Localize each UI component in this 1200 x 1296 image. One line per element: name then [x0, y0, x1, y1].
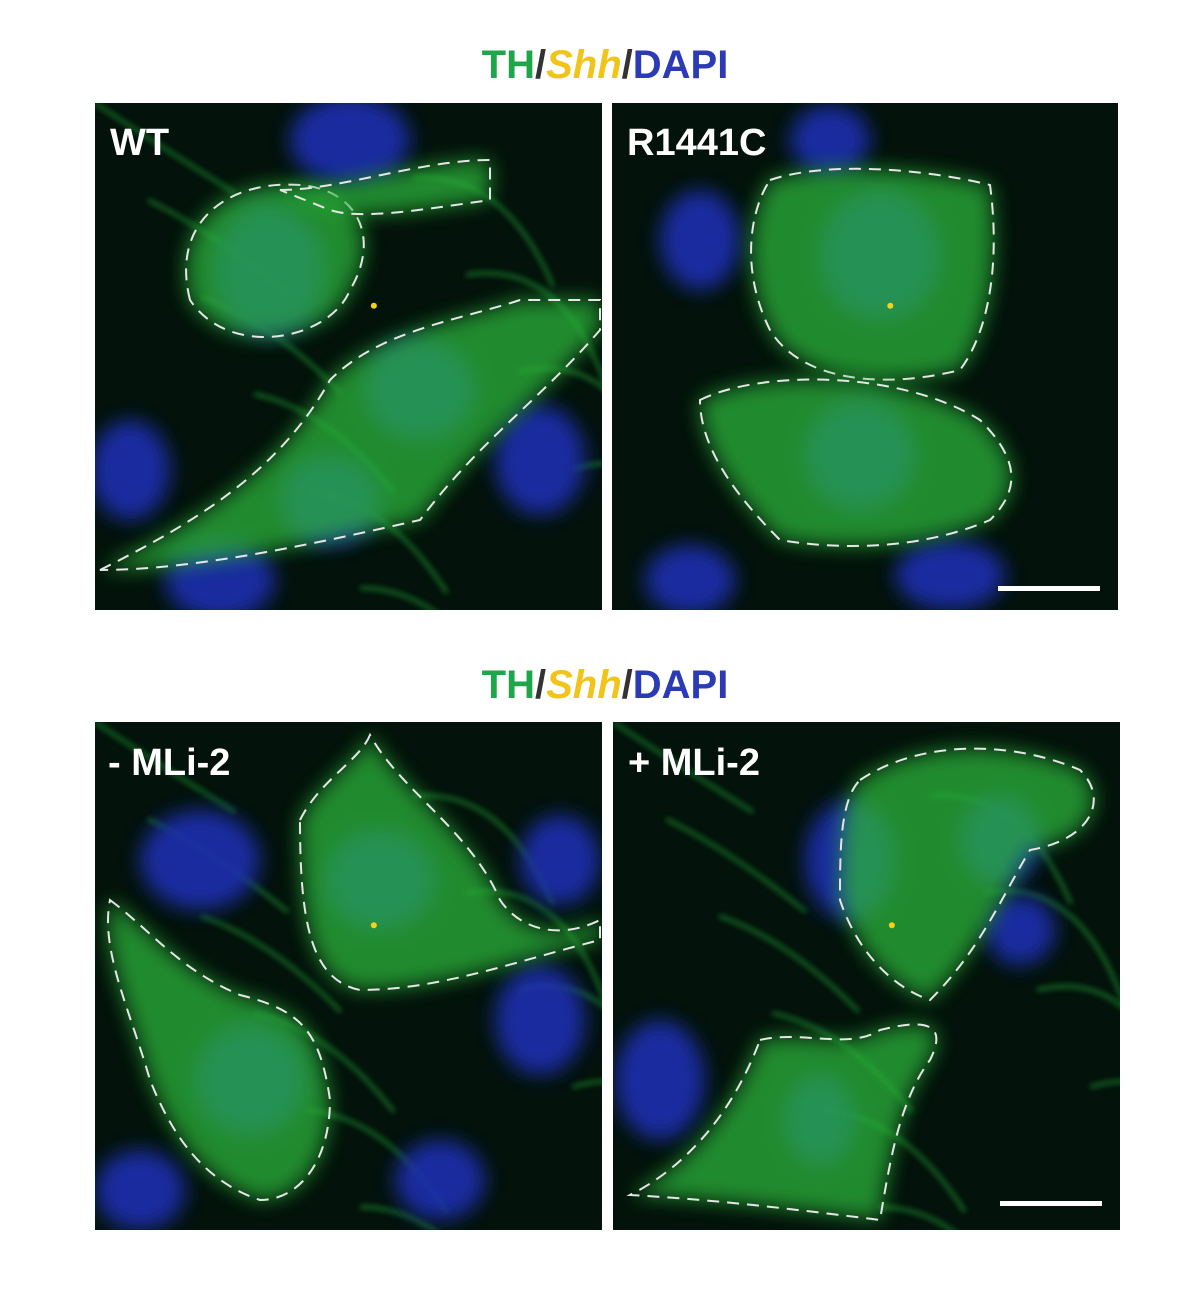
panel-label: + MLi-2 [628, 742, 760, 784]
shh-dot [888, 922, 895, 929]
cell-body [751, 168, 994, 380]
shh-dot [370, 922, 377, 929]
nucleus [495, 965, 585, 1075]
nucleus [985, 895, 1055, 965]
row-title: TH/Shh/DAPI [482, 663, 729, 707]
micrograph [95, 722, 602, 1230]
nucleus [95, 420, 170, 520]
panel-label: R1441C [627, 122, 766, 164]
fiber [465, 271, 602, 382]
cell-outline [626, 1023, 938, 1222]
separator: / [535, 43, 546, 87]
cell-outline [185, 183, 365, 338]
separator: / [622, 663, 633, 707]
fiber [359, 586, 435, 610]
cell-outline [298, 732, 601, 992]
cell-outline [698, 378, 1013, 547]
nucleus [660, 190, 740, 290]
marker: DAPI [633, 43, 729, 87]
fiber [200, 914, 343, 1014]
panel-label: - MLi-2 [108, 742, 230, 784]
nucleus [790, 105, 870, 175]
marker: Shh [546, 663, 622, 707]
cell-body [108, 900, 330, 1200]
nucleus [645, 545, 735, 610]
marker: Shh [546, 43, 622, 87]
nucleus [520, 815, 600, 905]
separator: / [535, 663, 546, 707]
cell-body [186, 184, 364, 338]
micrograph [95, 103, 602, 610]
panels [95, 103, 1120, 1230]
cell-body [840, 748, 1094, 1000]
cell-body [280, 160, 490, 215]
marker: DAPI [633, 663, 729, 707]
fiber [718, 914, 861, 1014]
cell-outline [99, 299, 601, 571]
fiber [359, 1205, 437, 1230]
row-title: TH/Shh/DAPI [482, 43, 729, 87]
fiber [95, 722, 237, 814]
fiber [1036, 984, 1120, 1008]
micrograph [613, 722, 1120, 1230]
separator: / [622, 43, 633, 87]
fiber [571, 1079, 602, 1089]
fiber [877, 1205, 955, 1230]
micrograph [612, 103, 1118, 610]
nucleus [615, 1020, 705, 1140]
shh-dot [887, 302, 894, 309]
panel-label: WT [110, 122, 169, 164]
scale-bar [1000, 1201, 1102, 1206]
cell-body [100, 300, 600, 570]
marker: TH [482, 663, 535, 707]
scale-bar [998, 586, 1100, 591]
nucleus [395, 1140, 485, 1220]
cell-outline [750, 167, 995, 381]
cell-body [700, 379, 1012, 546]
fiber [665, 817, 808, 914]
marker: TH [482, 43, 535, 87]
fiber [613, 722, 755, 814]
nucleus [495, 405, 585, 515]
cell-body [630, 1024, 937, 1220]
nucleus [95, 1150, 185, 1230]
nucleus [290, 103, 410, 185]
fiber [571, 461, 602, 471]
nucleus [140, 810, 260, 910]
fiber [1089, 1079, 1120, 1089]
fiber [95, 103, 237, 195]
shh-dot [370, 302, 377, 309]
cell-outline [279, 158, 491, 216]
cell-outline [838, 747, 1095, 1002]
cell-outline [107, 898, 332, 1202]
nucleus [895, 540, 1005, 610]
